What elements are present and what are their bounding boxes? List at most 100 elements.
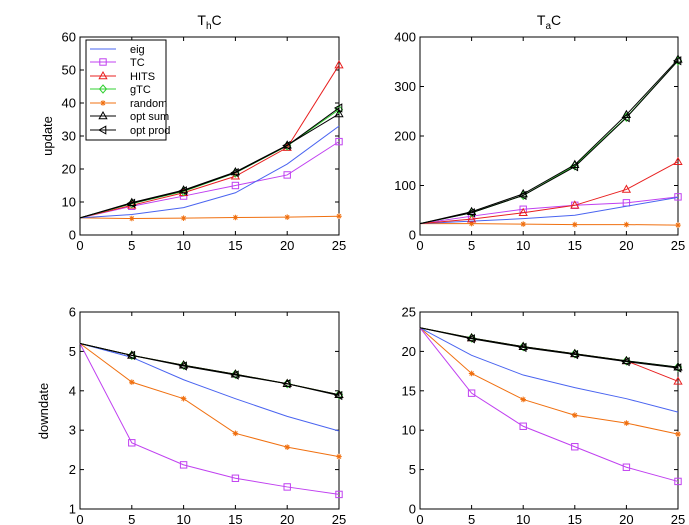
legend: eig TC HITS gTC random opt sum xyxy=(85,39,170,141)
data-point-opt-prod xyxy=(466,208,475,218)
series-line-eig xyxy=(419,327,679,413)
series-line-hits xyxy=(79,64,340,219)
data-point-random xyxy=(468,370,475,377)
data-point-random xyxy=(336,453,342,460)
series-tc xyxy=(419,327,682,486)
legend-swatch-marker xyxy=(98,110,108,120)
data-point-opt-prod xyxy=(282,379,291,389)
data-point-random xyxy=(232,214,239,221)
data-point-tc xyxy=(335,137,343,146)
legend-entry-HITS: HITS xyxy=(90,70,155,83)
y-tick-label: 60 xyxy=(62,30,76,45)
series-line-opt-prod xyxy=(419,327,679,369)
data-point-opt-prod xyxy=(126,350,136,360)
data-point-opt-sum xyxy=(673,54,683,63)
y-tick-label: 6 xyxy=(69,305,76,320)
data-point-random xyxy=(623,221,630,228)
data-point-tc xyxy=(231,474,240,482)
series-line-opt-sum xyxy=(79,113,340,219)
series-line-random xyxy=(79,343,340,458)
series-line-eig xyxy=(79,125,340,219)
y-axis-label: update xyxy=(40,116,55,156)
x-tick-label: 10 xyxy=(176,512,190,525)
series-eig xyxy=(419,327,679,413)
data-point-tc xyxy=(519,422,527,430)
x-tick-label: 15 xyxy=(568,512,582,525)
data-point-hits xyxy=(466,214,477,223)
x-tick-label: 0 xyxy=(76,238,83,253)
legend-entry-opt-prod: opt prod xyxy=(90,125,170,137)
legend-swatch-marker xyxy=(99,58,107,66)
panel-update-thc: ThC update 0 5 10 15 20 25 0 10 20 30 40 50 60 eig T… xyxy=(40,12,346,253)
data-point-random xyxy=(284,214,290,220)
legend-label-TC: TC xyxy=(130,57,145,69)
data-point-opt-sum xyxy=(334,108,344,118)
data-point-random xyxy=(180,395,187,402)
data-point-opt-prod xyxy=(282,140,291,151)
data-point-opt-prod xyxy=(518,342,527,353)
series-random xyxy=(420,220,681,228)
panel-update-tac: TaC 0 5 10 15 20 25 0 100 200 300 400 xyxy=(394,12,685,253)
series-line-hits xyxy=(419,161,679,225)
series-line-eig xyxy=(79,343,340,432)
data-point-opt-prod xyxy=(333,103,343,113)
y-tick-label: 20 xyxy=(402,344,416,359)
y-tick-label: 4 xyxy=(69,383,76,398)
legend-entry-random: random xyxy=(90,98,167,110)
data-point-hits xyxy=(334,60,344,69)
legend-entry-TC: TC xyxy=(90,57,145,69)
series-hits xyxy=(419,156,683,225)
y-tick-label: 30 xyxy=(62,129,76,144)
data-point-hits xyxy=(570,200,580,209)
data-point-random xyxy=(572,412,578,419)
series-line-opt-sum xyxy=(419,327,679,368)
x-tick-label: 20 xyxy=(280,238,294,253)
y-tick-label: 0 xyxy=(409,228,416,243)
data-point-opt-prod xyxy=(178,361,187,371)
y-tick-label: 400 xyxy=(394,30,416,45)
data-point-random xyxy=(180,215,187,221)
legend-label-HITS: HITS xyxy=(130,71,155,83)
legend-label-eig: eig xyxy=(130,44,145,56)
series-layer xyxy=(79,343,344,499)
legend-swatch-marker xyxy=(97,125,107,135)
series-opt-prod xyxy=(419,327,682,373)
y-tick-label: 10 xyxy=(402,423,416,438)
panel-downdate-tac: 0 5 10 15 20 25 0 5 10 15 20 25 xyxy=(402,305,686,525)
y-tick-label: 3 xyxy=(69,423,76,438)
x-tick-label: 5 xyxy=(128,512,135,525)
series-eig xyxy=(79,343,340,432)
legend-swatch-marker xyxy=(98,84,108,94)
series-line-tc xyxy=(79,343,340,495)
data-point-opt-prod xyxy=(621,113,630,123)
y-tick-label: 0 xyxy=(69,228,76,243)
x-tick-label: 0 xyxy=(416,512,423,525)
series-random xyxy=(79,213,342,222)
y-tick-label: 0 xyxy=(409,502,416,517)
x-tick-label: 10 xyxy=(516,238,530,253)
legend-swatch-marker xyxy=(98,70,108,80)
data-point-tc xyxy=(128,439,136,447)
data-point-hits xyxy=(673,376,683,385)
x-tick-label: 5 xyxy=(468,512,475,525)
x-tick-label: 15 xyxy=(568,238,582,253)
data-point-opt-sum xyxy=(570,159,580,169)
chart-title: TaC xyxy=(537,12,561,32)
x-tick-label: 10 xyxy=(516,512,530,525)
data-point-opt-prod xyxy=(230,167,239,178)
series-line-opt-prod xyxy=(419,60,679,225)
data-point-tc xyxy=(467,389,476,397)
data-point-hits xyxy=(621,184,632,193)
y-tick-label: 5 xyxy=(69,344,76,359)
data-point-opt-prod xyxy=(569,162,579,172)
data-point-opt-prod xyxy=(333,390,343,401)
series-line-tc xyxy=(419,327,679,482)
data-point-opt-prod xyxy=(621,356,630,367)
data-point-tc xyxy=(622,463,631,471)
data-point-random xyxy=(572,221,578,228)
series-line-opt-prod xyxy=(79,343,340,397)
data-point-opt-prod xyxy=(230,370,239,380)
series-line-tc xyxy=(79,141,340,219)
data-point-random xyxy=(129,379,135,385)
